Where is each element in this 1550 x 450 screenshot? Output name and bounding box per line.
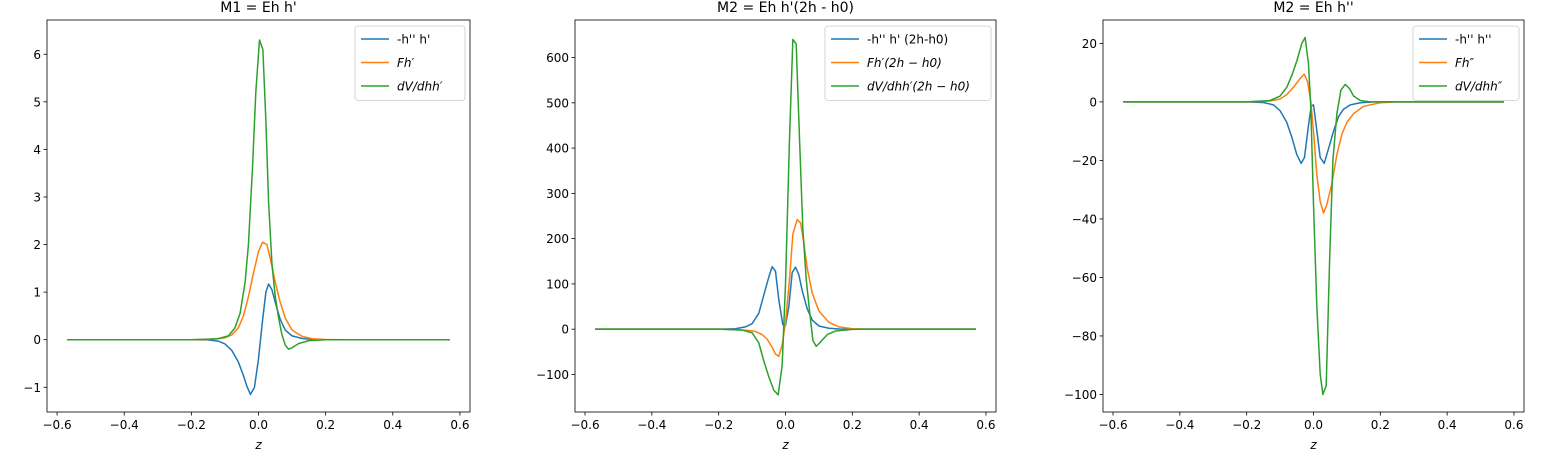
x-tick-label: −0.6 xyxy=(570,418,599,432)
chart-panel-3: −0.6 −0.4 −0.2 0.0 0.2 0.4 0.6 −100 −80 −60 −40 −20… xyxy=(1064,0,1525,450)
x-tick-label: 0.6 xyxy=(450,418,469,432)
legend-label: -h'' h' xyxy=(397,33,430,47)
legend-box xyxy=(354,25,466,101)
y-tick-label: 6 xyxy=(33,48,41,62)
legend-label-part: − xyxy=(932,80,950,94)
legend-label: Fh′(2h − h0) xyxy=(867,56,942,70)
chart-title: M2 = Eh h'' xyxy=(1273,0,1353,16)
chart-title: M1 = Eh h' xyxy=(220,0,297,16)
legend-label: Fh′ xyxy=(397,56,415,70)
x-tick-label: 0.4 xyxy=(1438,418,1457,432)
legend-box xyxy=(1412,25,1520,101)
y-tick-label: 5 xyxy=(33,95,41,109)
x-tick-label: 0.4 xyxy=(383,418,402,432)
legend: -h'' h' Fh′ dV/dhh′ xyxy=(354,25,466,101)
x-tick-label: 0.0 xyxy=(1304,418,1323,432)
chart-panel-2: −0.6 −0.4 −0.2 0.0 0.2 0.4 0.6 −100 0 100 200 300 40… xyxy=(536,0,997,450)
x-tick-label: 0.6 xyxy=(976,418,995,432)
y-tick-label: −100 xyxy=(1064,388,1097,402)
legend: -h'' h' (2h-h0)Fh′(2h − h0)dV/dhh′(2h − … xyxy=(824,25,992,101)
x-tick-label: 0.0 xyxy=(776,418,795,432)
y-tick-label: 200 xyxy=(546,232,569,246)
legend-label-part: h0) xyxy=(950,80,970,94)
legend-label: dV/dhh′(2h − h0) xyxy=(867,80,970,94)
x-tick-label: 0.2 xyxy=(1371,418,1390,432)
y-tick-label: 600 xyxy=(546,51,569,65)
chart-title: M2 = Eh h'(2h - h0) xyxy=(717,0,854,16)
y-tick-label: 0 xyxy=(561,323,569,337)
x-tick-label: −0.2 xyxy=(704,418,733,432)
x-tick-label: −0.4 xyxy=(110,418,139,432)
series-line-3 xyxy=(595,38,976,396)
y-tick-label: 4 xyxy=(33,143,41,157)
series-line-2 xyxy=(595,218,976,358)
legend-label: dV/dhh′ xyxy=(397,80,443,94)
legend-label: Fh″ xyxy=(1455,56,1475,70)
x-tick-label: −0.4 xyxy=(637,418,666,432)
y-tick-label: 300 xyxy=(546,187,569,201)
legend-label-part: dV/dhh′(2 xyxy=(867,80,925,94)
series-line-1 xyxy=(1123,101,1504,165)
y-tick-label: 2 xyxy=(33,238,41,252)
x-tick-label: −0.2 xyxy=(1232,418,1261,432)
x-tick-label: 0.4 xyxy=(910,418,929,432)
legend: -h'' h'' Fh″ dV/dhh″ xyxy=(1412,25,1520,101)
series-line-3 xyxy=(1123,36,1504,396)
x-tick-label: 0.6 xyxy=(1504,418,1523,432)
y-tick-label: −40 xyxy=(1072,212,1097,226)
y-tick-label: 0 xyxy=(33,333,41,347)
y-tick-label: −80 xyxy=(1072,329,1097,343)
series-line-2 xyxy=(67,241,450,341)
legend-label-part: h xyxy=(897,56,905,70)
y-tick-label: −1 xyxy=(23,381,41,395)
y-tick-label: 20 xyxy=(1082,37,1097,51)
x-tick-label: −0.4 xyxy=(1165,418,1194,432)
x-tick-label: −0.6 xyxy=(43,418,72,432)
legend-label-part: Fh′(2 xyxy=(867,56,897,70)
series-line-3 xyxy=(67,39,450,350)
x-tick-label: 0.0 xyxy=(249,418,268,432)
series-line-2 xyxy=(1123,73,1504,214)
chart-panel-1: −0.6 −0.4 −0.2 0.0 0.2 0.4 0.6 −1 0 1 2 3 4 5 6 M1 = Eh… xyxy=(23,0,471,450)
legend-label: -h'' h'' xyxy=(1455,33,1492,47)
legend-label: -h'' h' (2h-h0) xyxy=(867,33,948,47)
x-axis-label: z xyxy=(254,438,262,450)
x-tick-label: −0.2 xyxy=(177,418,206,432)
series-line-1 xyxy=(67,283,450,396)
legend-label-part: − xyxy=(904,56,922,70)
legend-label-part: h xyxy=(925,80,933,94)
legend-box xyxy=(824,25,992,101)
legend-label: dV/dhh″ xyxy=(1455,80,1503,94)
y-tick-label: 500 xyxy=(546,96,569,110)
y-tick-label: 100 xyxy=(546,277,569,291)
y-tick-label: 3 xyxy=(33,190,41,204)
y-tick-label: 1 xyxy=(33,286,41,300)
y-tick-label: −20 xyxy=(1072,154,1097,168)
x-axis-label: z xyxy=(1309,438,1317,450)
y-tick-label: −100 xyxy=(536,368,569,382)
legend-label-part: h0) xyxy=(922,56,942,70)
y-tick-label: −60 xyxy=(1072,271,1097,285)
y-tick-label: 400 xyxy=(546,142,569,156)
x-axis-label: z xyxy=(781,438,789,450)
x-tick-label: 0.2 xyxy=(316,418,335,432)
x-tick-label: −0.6 xyxy=(1098,418,1127,432)
x-tick-label: 0.2 xyxy=(843,418,862,432)
y-tick-label: 0 xyxy=(1089,95,1097,109)
